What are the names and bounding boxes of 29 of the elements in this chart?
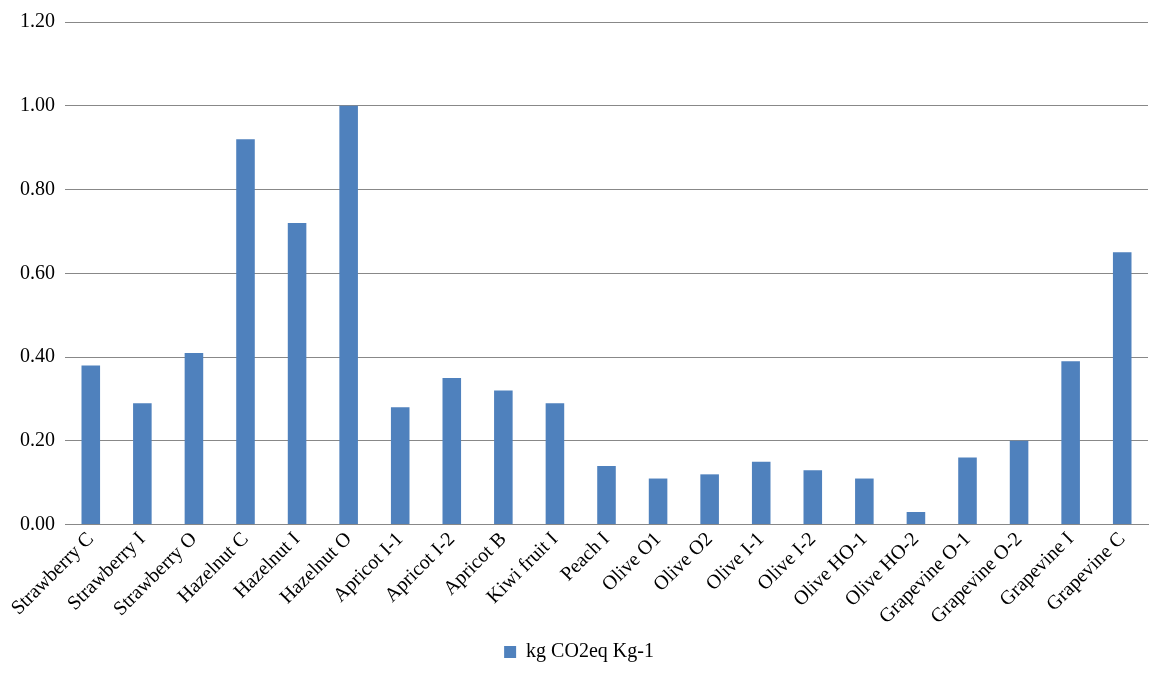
y-tick-label: 0.20 [20,428,55,451]
bar [700,474,719,525]
bar [545,403,565,525]
bar [1112,252,1132,525]
bar [1009,440,1029,525]
y-tick-label: 1.20 [20,9,55,32]
legend-label: kg CO2eq Kg-1 [526,639,654,663]
bar [958,457,977,525]
bar [648,478,668,525]
bar [494,390,513,525]
bar [133,403,152,525]
y-tick-label: 0.40 [20,344,55,367]
bar [855,478,874,525]
bar [184,352,204,525]
bar [390,407,410,525]
bar [339,105,358,525]
y-tick-label: 0.60 [20,260,55,283]
bar [1061,361,1080,525]
bar [803,470,823,525]
bar [906,512,926,525]
y-tick-label: 0.80 [20,176,55,199]
bar [442,378,462,525]
bar [287,223,307,525]
y-tick-label: 1.00 [20,93,55,116]
bar [236,139,255,525]
bar [81,365,101,525]
bar [751,461,771,525]
y-tick-label: 0.00 [20,511,55,534]
bar [597,465,616,525]
